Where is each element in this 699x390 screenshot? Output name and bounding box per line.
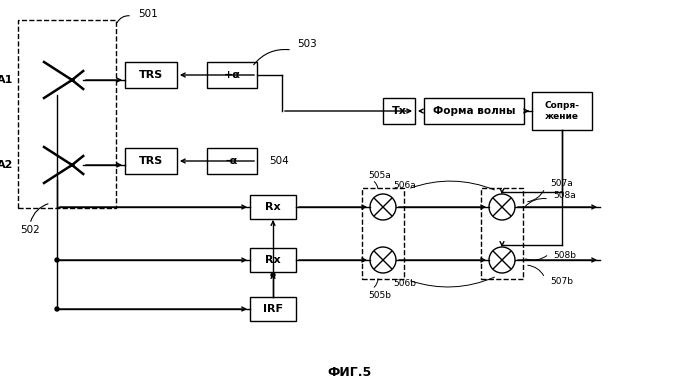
Text: 505a: 505a (368, 172, 391, 181)
Text: 505b: 505b (368, 291, 391, 300)
Text: 507a: 507a (550, 179, 572, 188)
Text: 503: 503 (297, 39, 317, 49)
Text: Сопря-
жение: Сопря- жение (545, 101, 579, 121)
Text: A1: A1 (0, 75, 13, 85)
Text: Форма волны: Форма волны (433, 106, 515, 116)
Text: 501: 501 (138, 9, 158, 19)
Bar (532, 92, 592, 130)
Text: Rx: Rx (265, 255, 281, 265)
Text: 506a: 506a (393, 181, 416, 190)
Circle shape (271, 273, 275, 277)
Bar (250, 297, 296, 321)
Text: 507b: 507b (550, 277, 573, 285)
Text: 508a: 508a (553, 191, 576, 200)
Bar (207, 62, 257, 88)
Circle shape (489, 194, 515, 220)
Text: IRF: IRF (263, 304, 283, 314)
Text: Tx: Tx (391, 106, 406, 116)
Circle shape (370, 247, 396, 273)
Bar (125, 148, 177, 174)
Bar (207, 148, 257, 174)
Text: Rx: Rx (265, 202, 281, 212)
Circle shape (489, 247, 515, 273)
Bar (125, 62, 177, 88)
Text: TRS: TRS (139, 156, 163, 166)
Bar (383, 98, 415, 124)
Text: 508b: 508b (553, 250, 576, 259)
Bar (250, 248, 296, 272)
Text: +α: +α (224, 70, 240, 80)
Bar (250, 195, 296, 219)
Text: -α: -α (226, 156, 238, 166)
Text: 502: 502 (20, 225, 40, 235)
Text: A2: A2 (0, 160, 13, 170)
Circle shape (370, 194, 396, 220)
Circle shape (55, 258, 59, 262)
Text: TRS: TRS (139, 70, 163, 80)
Bar (424, 98, 524, 124)
Circle shape (55, 307, 59, 311)
Bar (18, 20, 116, 208)
Bar (362, 188, 404, 279)
Bar (481, 188, 523, 279)
Text: 504: 504 (269, 156, 289, 166)
Text: 506b: 506b (393, 278, 416, 287)
Text: ФИГ.5: ФИГ.5 (327, 365, 372, 379)
